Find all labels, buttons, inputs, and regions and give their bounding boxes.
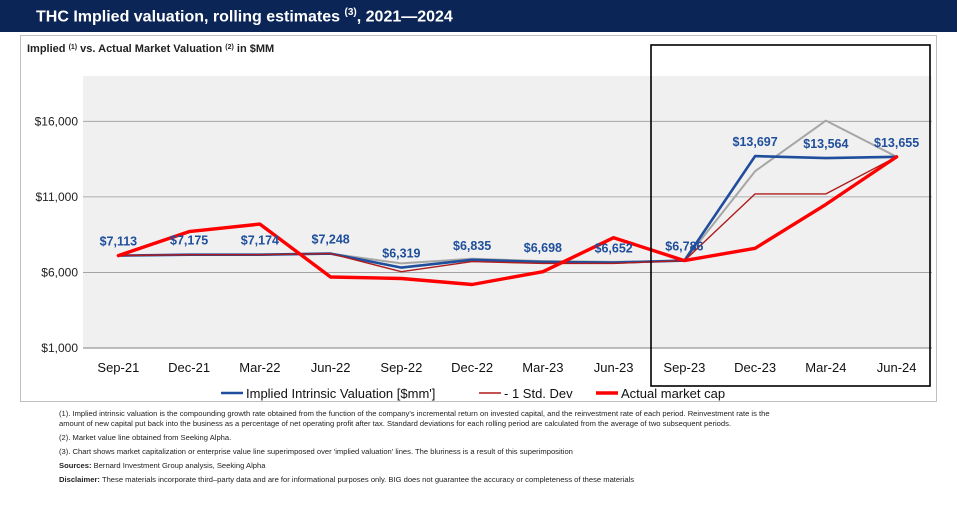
data-label: $7,248: [312, 233, 350, 247]
chart-frame: Implied (1) vs. Actual Market Valuation …: [20, 35, 937, 402]
data-label: $7,175: [170, 234, 208, 248]
x-tick-label: Jun-23: [594, 360, 634, 375]
x-tick-label: Dec-23: [734, 360, 776, 375]
title-years: , 2021—2024: [356, 8, 453, 26]
disclaimer-text: These materials incorporate third–party …: [101, 475, 635, 484]
title-main: THC Implied valuation, rolling estimates: [36, 8, 341, 26]
title-superscript: (3): [344, 7, 357, 18]
data-label: $6,786: [665, 240, 703, 254]
data-label: $13,697: [733, 135, 778, 149]
chart-title-part: vs. Actual Market Valuation: [77, 43, 225, 55]
y-tick-label: $1,000: [41, 341, 78, 355]
sources-text: Bernard Investment Group analysis, Seeki…: [93, 461, 266, 470]
x-tick-label: Sep-22: [380, 360, 422, 375]
x-tick-label: Mar-23: [522, 360, 563, 375]
x-tick-label: Dec-21: [168, 360, 210, 375]
legend-label: Actual market cap: [621, 386, 725, 401]
series-line-3: [116, 155, 899, 287]
footnote-2: (2). Market value line obtained from See…: [59, 433, 232, 442]
x-tick-label: Dec-22: [451, 360, 493, 375]
data-label: $6,835: [453, 239, 491, 253]
chart-title-part: Implied: [27, 43, 69, 55]
data-label: $6,319: [382, 247, 420, 261]
y-tick-label: $11,000: [36, 190, 79, 204]
footnote-1: (1). Implied intrinsic valuation is the …: [59, 409, 770, 428]
sources-label: Sources:: [59, 461, 92, 470]
data-label: $6,698: [524, 241, 562, 255]
y-tick-label: $6,000: [41, 265, 78, 279]
sources-line: Sources: Bernard Investment Group analys…: [59, 461, 779, 471]
y-tick-label: $16,000: [35, 114, 79, 128]
footnotes: (1). Implied intrinsic valuation is the …: [59, 409, 779, 489]
page-title: THC Implied valuation, rolling estimates…: [36, 7, 453, 26]
chart-title-superscript: (1): [69, 44, 78, 51]
plot-area: [83, 76, 932, 348]
x-tick-label: Mar-24: [805, 360, 846, 375]
title-bar: THC Implied valuation, rolling estimates…: [0, 0, 957, 32]
x-tick-label: Jun-24: [877, 360, 917, 375]
x-tick-label: Sep-23: [663, 360, 705, 375]
chart-title-part: in $MM: [234, 43, 274, 55]
legend-label: Implied Intrinsic Valuation [$mm']: [246, 386, 435, 401]
data-label: $6,652: [595, 242, 633, 256]
x-tick-label: Jun-22: [311, 360, 351, 375]
disclaimer-line: Disclaimer: These materials incorporate …: [59, 475, 779, 485]
data-label: $13,655: [874, 136, 919, 150]
line-chart: Implied (1) vs. Actual Market Valuation …: [27, 43, 932, 401]
data-label: $7,174: [241, 234, 279, 248]
x-tick-label: Mar-22: [239, 360, 280, 375]
chart-title-superscript: (2): [225, 44, 234, 51]
data-label: $13,564: [803, 137, 848, 151]
disclaimer-label: Disclaimer:: [59, 475, 100, 484]
chart-title: Implied (1) vs. Actual Market Valuation …: [27, 43, 274, 55]
data-label: $7,113: [100, 235, 138, 249]
highlight-box: [650, 44, 931, 387]
x-tick-label: Sep-21: [97, 360, 139, 375]
footnote-3: (3). Chart shows market capitalization o…: [59, 447, 573, 456]
legend-label: - 1 Std. Dev: [504, 386, 573, 401]
series-line-2: [117, 156, 898, 273]
